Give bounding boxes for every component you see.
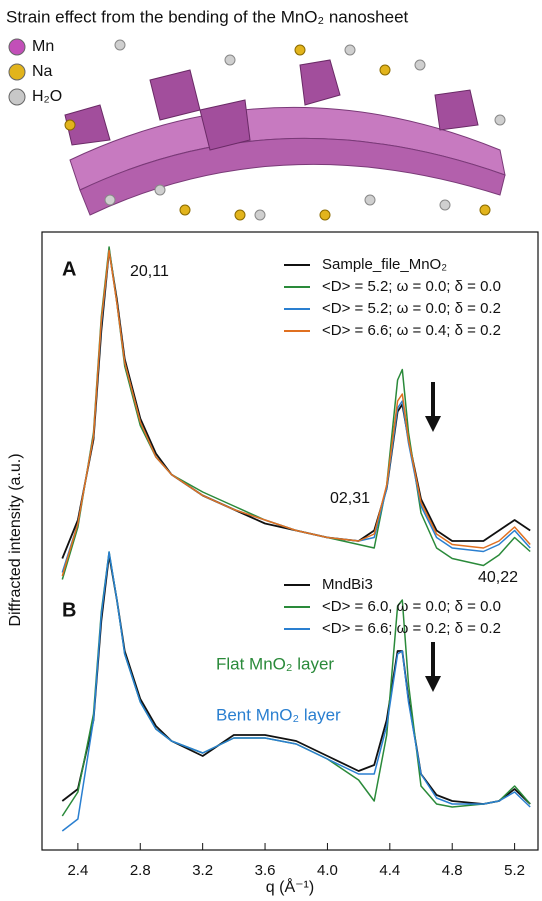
x-tick-label: 4.4: [379, 862, 400, 879]
plot-frame: [41, 231, 539, 851]
annotation: Flat MnO₂ layer: [216, 654, 334, 673]
x-axis-label: q (Å⁻¹): [266, 877, 314, 896]
x-tick-label: 3.2: [192, 862, 213, 879]
legend-label: <D> = 6.6; ω = 0.4; δ = 0.2: [322, 322, 501, 339]
x-tick-label: 4.8: [442, 862, 463, 879]
annotation: 20,11: [130, 263, 169, 280]
panel-label: A: [62, 258, 76, 280]
x-tick-label: 4.0: [317, 862, 338, 879]
y-axis-label: Diffracted intensity (a.u.): [7, 453, 24, 626]
legend-label: MndBi3: [322, 576, 373, 593]
legend-label: Sample_file_MnO₂: [322, 256, 447, 273]
legend-swatch: [8, 88, 26, 106]
arrow-head: [425, 416, 441, 432]
x-tick-label: 2.8: [130, 862, 151, 879]
annotation: 02,31: [330, 490, 370, 507]
legend-label: H₂O: [32, 88, 62, 105]
legend-label: Na: [32, 63, 53, 80]
legend-label: <D> = 6.0, ω = 0.0; δ = 0.0: [322, 598, 501, 615]
panel-label: B: [62, 599, 76, 621]
annotation: Bent MnO₂ layer: [216, 705, 341, 724]
data-line: [61, 551, 531, 832]
data-line: [61, 249, 531, 559]
arrow-head: [425, 676, 441, 692]
legend-swatch: [8, 63, 26, 81]
data-line: [61, 249, 531, 577]
legend-swatch: [8, 38, 26, 56]
legend-label: <D> = 5.2; ω = 0.0; δ = 0.2: [322, 300, 501, 317]
legend-label: <D> = 5.2; ω = 0.0; δ = 0.0: [322, 278, 501, 295]
x-tick-label: 2.4: [67, 862, 88, 879]
data-line: [61, 249, 531, 573]
illustration-title: Strain effect from the bending of the Mn…: [6, 7, 409, 26]
legend-label: Mn: [32, 38, 54, 55]
legend-label: <D> = 6.6; ω = 0.2; δ = 0.2: [322, 620, 501, 637]
x-tick-label: 5.2: [504, 862, 525, 879]
data-line: [61, 551, 531, 817]
nanosheet: [64, 39, 506, 221]
annotation: 40,22: [478, 569, 518, 586]
x-tick-label: 3.6: [255, 862, 276, 879]
